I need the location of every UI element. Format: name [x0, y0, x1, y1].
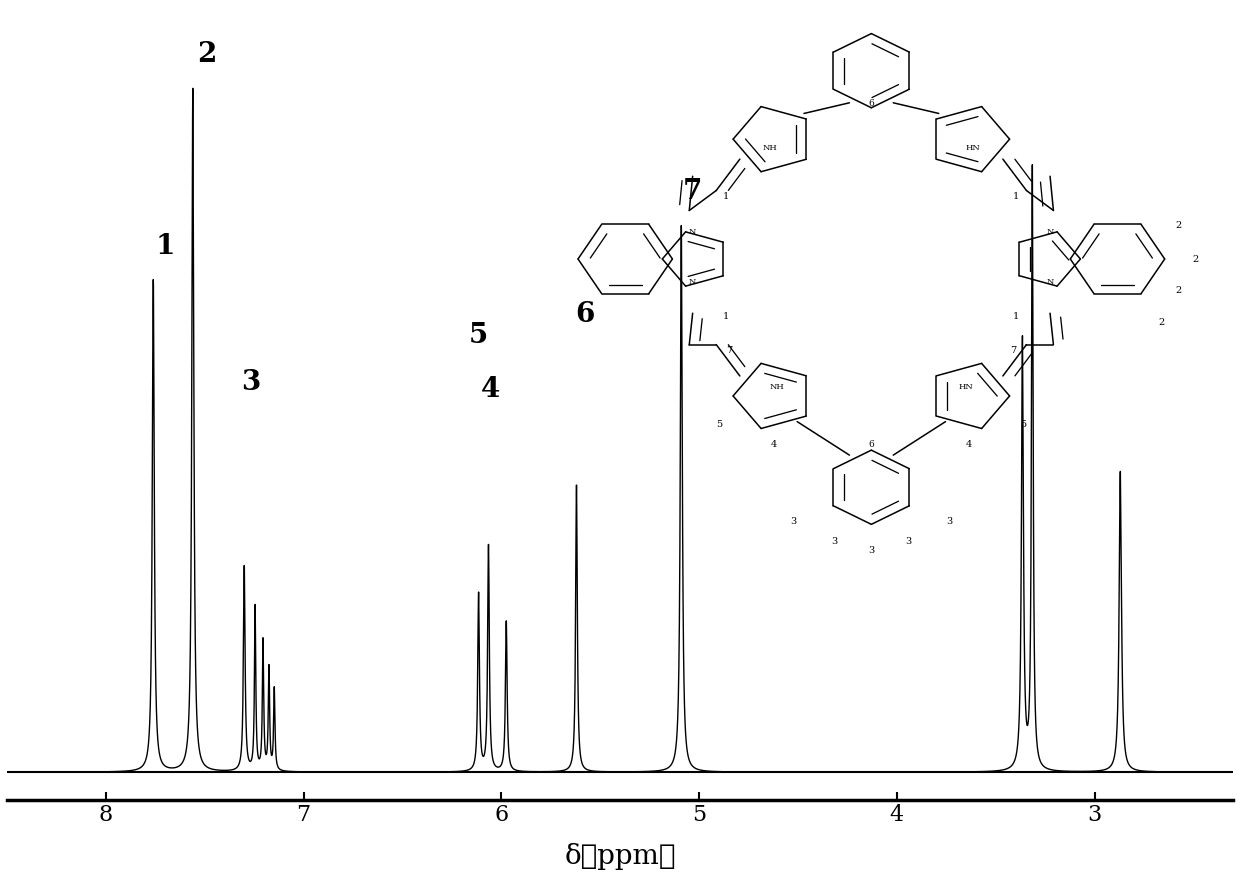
Text: 3: 3 — [242, 369, 260, 396]
Text: 6: 6 — [575, 301, 595, 328]
Text: 1: 1 — [155, 232, 175, 260]
Text: 7: 7 — [682, 178, 702, 205]
Text: 4: 4 — [481, 376, 500, 403]
Text: 2: 2 — [197, 41, 216, 68]
X-axis label: δ（ppm）: δ（ppm） — [564, 843, 676, 870]
Text: 5: 5 — [469, 322, 489, 348]
